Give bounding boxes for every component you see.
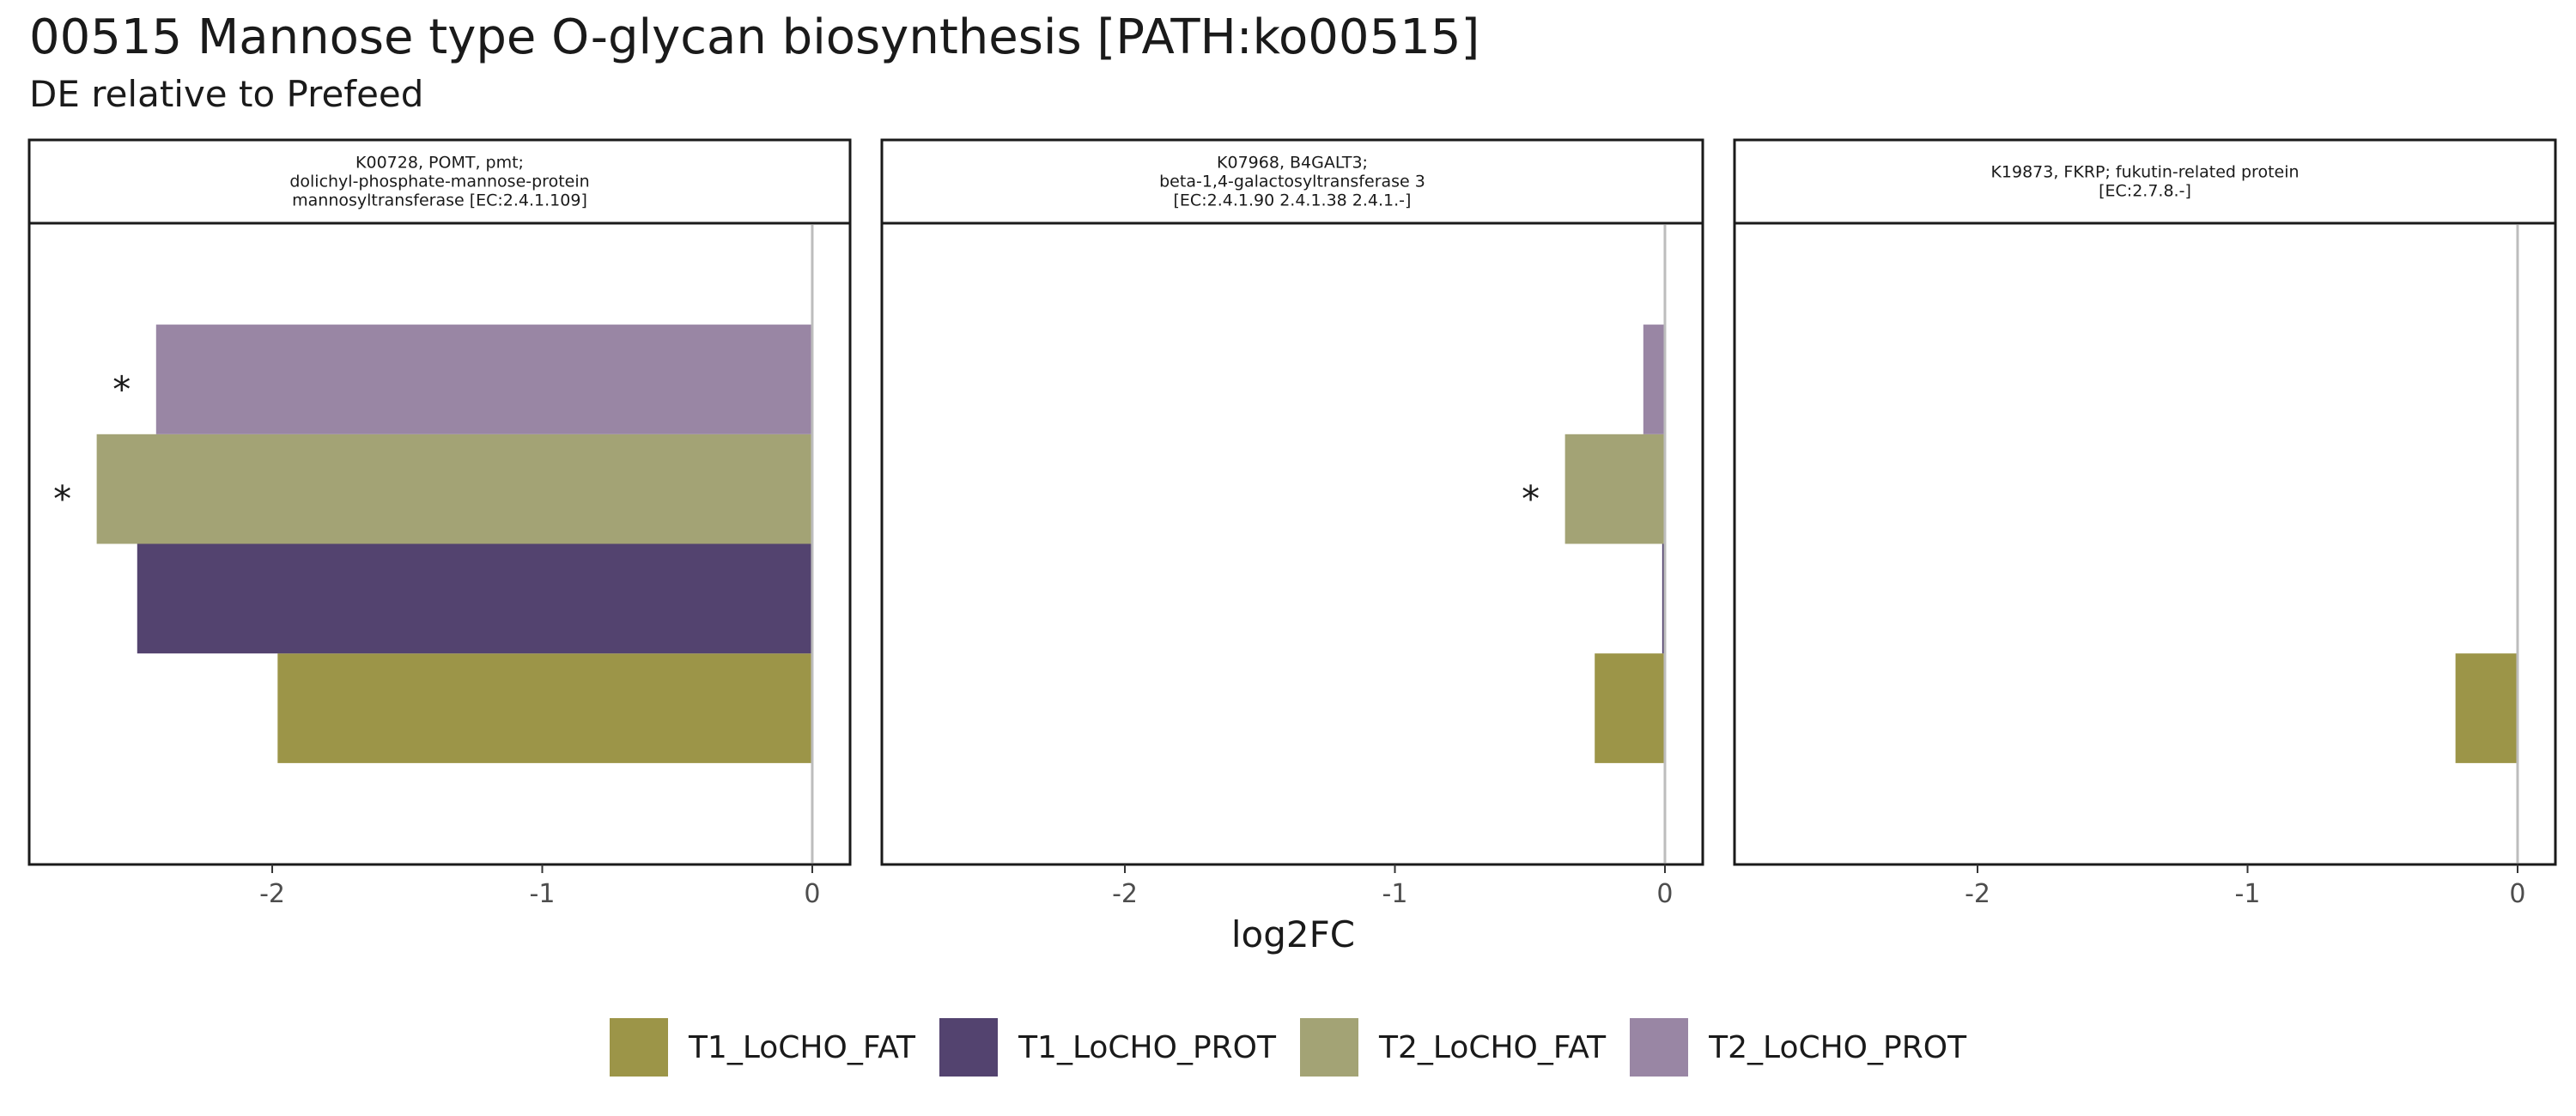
x-tick-label: -1 <box>530 879 556 909</box>
facet-strip-label: beta-1,4-galactosyltransferase 3 <box>1159 173 1425 191</box>
bar-T1_LoCHO_FAT <box>2455 653 2518 763</box>
legend-swatch <box>609 1018 668 1077</box>
bar-T2_LoCHO_FAT <box>96 434 812 544</box>
facet-strip-label: K19873, FKRP; fukutin-related protein <box>1990 163 2299 182</box>
x-tick-label: -1 <box>2235 879 2261 909</box>
facet-strip-label: dolichyl-phosphate-mannose-protein <box>289 173 589 191</box>
legend-item: T2_LoCHO_PROT <box>1630 1018 1966 1077</box>
facet-strip <box>1733 138 2557 225</box>
bar-T2_LoCHO_FAT <box>1564 434 1665 544</box>
chart-title: 00515 Mannose type O-glycan biosynthesis… <box>29 9 1480 65</box>
significance-mark: * <box>1522 478 1540 520</box>
x-axis-title: log2FC <box>1231 913 1355 955</box>
legend-label: T1_LoCHO_PROT <box>1018 1029 1276 1065</box>
x-tick-label: 0 <box>1656 879 1673 909</box>
significance-mark: * <box>112 368 131 410</box>
chart-subtitle: DE relative to Prefeed <box>29 73 424 115</box>
legend-label: T1_LoCHO_FAT <box>688 1029 916 1065</box>
facet-strip-label: mannosyltransferase [EC:2.4.1.109] <box>292 191 587 210</box>
faceted-bar-chart: K00728, POMT, pmt;dolichyl-phosphate-man… <box>27 138 2557 955</box>
facet-strip-label: K00728, POMT, pmt; <box>355 154 524 173</box>
x-tick-label: -2 <box>1965 879 1990 909</box>
legend-label: T2_LoCHO_PROT <box>1709 1029 1967 1065</box>
legend-item: T1_LoCHO_PROT <box>939 1018 1276 1077</box>
facet-strip-label: K07968, B4GALT3; <box>1217 154 1368 173</box>
x-tick-label: -2 <box>259 879 285 909</box>
significance-mark: * <box>53 478 71 520</box>
bar-T1_LoCHO_PROT <box>1662 543 1665 654</box>
bar-T1_LoCHO_FAT <box>1595 653 1665 763</box>
bar-T2_LoCHO_PROT <box>1643 324 1665 434</box>
bar-T2_LoCHO_PROT <box>155 324 812 434</box>
legend-swatch <box>1300 1018 1358 1077</box>
legend-swatch <box>1630 1018 1689 1077</box>
legend-label: T2_LoCHO_FAT <box>1379 1029 1607 1065</box>
bar-T1_LoCHO_FAT <box>277 653 812 763</box>
legend-item: T1_LoCHO_FAT <box>609 1018 916 1077</box>
x-tick-label: -2 <box>1112 879 1138 909</box>
x-tick-label: -1 <box>1382 879 1408 909</box>
bar-T1_LoCHO_PROT <box>137 543 812 654</box>
legend-item: T2_LoCHO_FAT <box>1300 1018 1606 1077</box>
legend: T1_LoCHO_FAT T1_LoCHO_PROT T2_LoCHO_FAT T2_… <box>0 1013 2576 1082</box>
x-tick-label: 0 <box>804 879 820 909</box>
x-tick-label: 0 <box>2509 879 2525 909</box>
facet-strip-label: [EC:2.4.1.90 2.4.1.38 2.4.1.-] <box>1174 191 1412 210</box>
legend-swatch <box>939 1018 999 1077</box>
panel-frame <box>1733 221 2557 866</box>
facet-strip-label: [EC:2.7.8.-] <box>2099 182 2191 201</box>
